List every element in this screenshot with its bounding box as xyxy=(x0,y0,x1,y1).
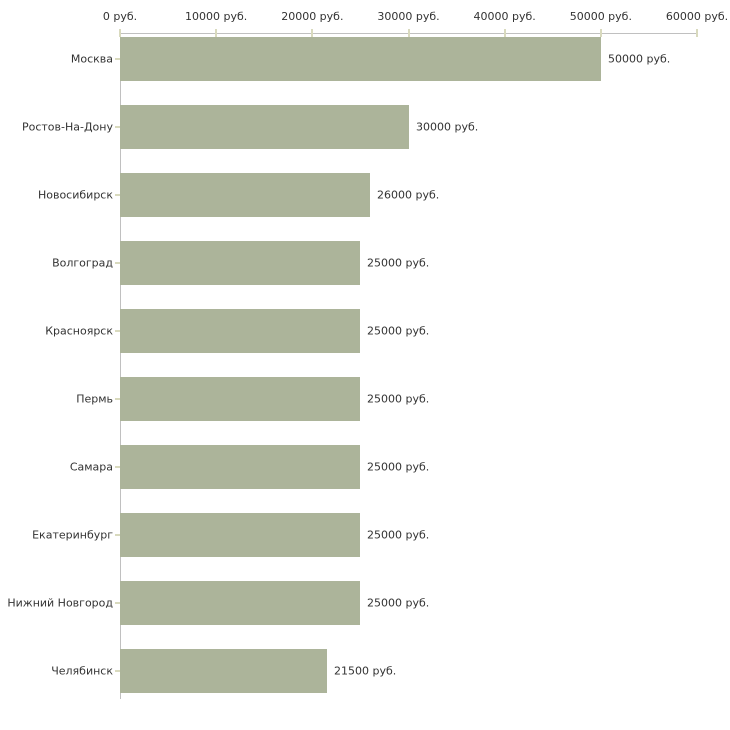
x-axis-tick xyxy=(311,29,314,37)
category-label: Челябинск xyxy=(51,664,113,678)
category-label: Новосибирск xyxy=(37,188,113,202)
category-label: Пермь xyxy=(76,392,113,406)
bar xyxy=(120,309,360,353)
category-label: Волгоград xyxy=(52,256,113,270)
y-axis-tick xyxy=(115,534,120,536)
category-label: Самара xyxy=(69,460,113,474)
category-label: Нижний Новгород xyxy=(7,596,113,610)
bar xyxy=(120,377,360,421)
value-label: 26000 руб. xyxy=(377,188,440,202)
value-label: 50000 руб. xyxy=(608,52,671,66)
value-label: 21500 руб. xyxy=(334,664,397,678)
value-label: 25000 руб. xyxy=(367,324,430,338)
x-axis-tick xyxy=(215,29,218,37)
x-axis-tick xyxy=(599,29,602,37)
value-label: 25000 руб. xyxy=(367,460,430,474)
x-axis-tick xyxy=(119,29,121,37)
y-axis-tick xyxy=(115,262,120,264)
value-label: 25000 руб. xyxy=(367,256,430,270)
category-label: Екатеринбург xyxy=(32,528,113,542)
bar xyxy=(120,649,327,693)
y-axis-line xyxy=(120,33,121,699)
x-axis-tick xyxy=(503,29,506,37)
y-axis-tick xyxy=(115,58,120,60)
category-label: Ростов-На-Дону xyxy=(21,120,113,134)
value-label: 25000 руб. xyxy=(367,528,430,542)
x-axis-tick-label: 40000 руб. xyxy=(473,10,536,23)
x-axis-tick-label: 0 руб. xyxy=(102,10,138,23)
bar xyxy=(120,513,360,557)
category-label: Москва xyxy=(70,52,113,66)
y-axis-tick xyxy=(115,602,120,604)
value-label: 30000 руб. xyxy=(416,120,479,134)
y-axis-tick xyxy=(115,466,120,468)
bar xyxy=(120,581,360,625)
x-axis-tick xyxy=(407,29,410,37)
y-axis-tick xyxy=(115,126,120,128)
bar xyxy=(120,445,360,489)
category-label: Красноярск xyxy=(45,324,113,338)
y-axis-tick xyxy=(115,398,120,400)
bar xyxy=(120,105,409,149)
bar xyxy=(120,241,360,285)
x-axis-tick-label: 20000 руб. xyxy=(281,10,344,23)
y-axis-tick xyxy=(115,330,120,332)
x-axis-tick-label: 30000 руб. xyxy=(377,10,440,23)
value-label: 25000 руб. xyxy=(367,596,430,610)
y-axis-tick xyxy=(115,194,120,196)
value-label: 25000 руб. xyxy=(367,392,430,406)
x-axis-tick xyxy=(696,29,698,37)
x-axis-tick-label: 50000 руб. xyxy=(569,10,632,23)
y-axis-tick xyxy=(115,670,120,672)
bar xyxy=(120,173,370,217)
x-axis-tick-label: 10000 руб. xyxy=(185,10,248,23)
bar xyxy=(120,37,601,81)
x-axis-tick-label: 60000 руб. xyxy=(665,10,729,23)
